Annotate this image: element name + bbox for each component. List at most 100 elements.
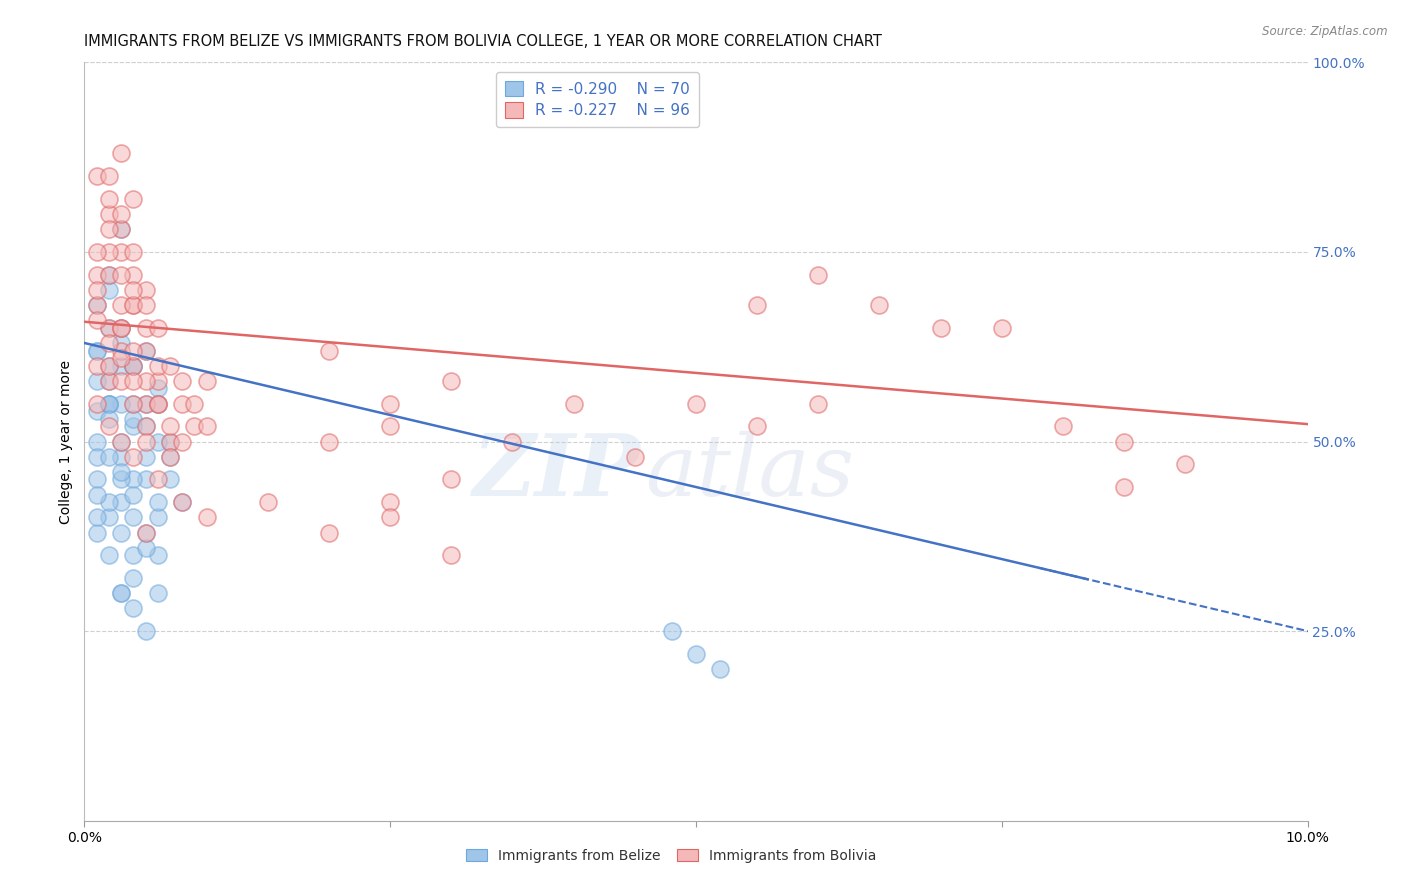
Point [159, 434, 181, 449]
Point [86, 343, 108, 358]
Point [110, 434, 132, 449]
Point [110, 586, 132, 600]
Point [97, 495, 120, 509]
Point [97, 268, 120, 282]
Point [86, 525, 108, 540]
Point [86, 313, 108, 327]
Point [110, 473, 132, 487]
Point [122, 487, 145, 501]
Point [97, 222, 120, 236]
Point [440, 374, 463, 388]
Point [1174, 458, 1197, 472]
Point [159, 450, 181, 464]
Point [1052, 419, 1074, 434]
Point [97, 244, 120, 259]
Point [110, 268, 132, 282]
Point [172, 374, 194, 388]
Point [122, 359, 145, 373]
Point [380, 396, 402, 410]
Point [135, 396, 157, 410]
Point [991, 320, 1014, 334]
Point [146, 510, 169, 524]
Point [709, 662, 731, 676]
Point [110, 298, 132, 312]
Point [86, 268, 108, 282]
Point [86, 374, 108, 388]
Point [97, 396, 120, 410]
Point [97, 192, 120, 206]
Point [97, 268, 120, 282]
Point [1114, 434, 1136, 449]
Point [502, 434, 524, 449]
Point [159, 473, 181, 487]
Point [86, 473, 108, 487]
Point [110, 465, 132, 479]
Point [135, 525, 157, 540]
Point [747, 419, 769, 434]
Point [135, 525, 157, 540]
Point [122, 412, 145, 426]
Point [86, 450, 108, 464]
Point [86, 343, 108, 358]
Point [159, 434, 181, 449]
Point [146, 495, 169, 509]
Point [146, 320, 169, 334]
Point [97, 374, 120, 388]
Point [86, 244, 108, 259]
Point [135, 450, 157, 464]
Point [86, 396, 108, 410]
Point [807, 268, 830, 282]
Point [110, 351, 132, 366]
Point [146, 586, 169, 600]
Point [183, 419, 205, 434]
Point [257, 495, 280, 509]
Point [122, 283, 145, 297]
Point [122, 548, 145, 563]
Point [110, 374, 132, 388]
Y-axis label: College, 1 year or more: College, 1 year or more [59, 359, 73, 524]
Point [1114, 480, 1136, 494]
Point [122, 396, 145, 410]
Point [661, 624, 683, 639]
Point [122, 571, 145, 585]
Point [110, 320, 132, 334]
Point [110, 450, 132, 464]
Point [380, 510, 402, 524]
Point [440, 473, 463, 487]
Text: atlas: atlas [644, 431, 853, 513]
Point [172, 396, 194, 410]
Point [159, 359, 181, 373]
Point [172, 434, 194, 449]
Point [97, 412, 120, 426]
Point [122, 419, 145, 434]
Point [318, 434, 340, 449]
Point [110, 146, 132, 161]
Point [318, 343, 340, 358]
Point [135, 541, 157, 555]
Point [122, 244, 145, 259]
Point [195, 374, 218, 388]
Point [135, 283, 157, 297]
Point [110, 586, 132, 600]
Point [97, 419, 120, 434]
Point [195, 510, 218, 524]
Point [97, 396, 120, 410]
Point [318, 525, 340, 540]
Point [159, 419, 181, 434]
Point [86, 510, 108, 524]
Point [86, 359, 108, 373]
Point [929, 320, 952, 334]
Point [146, 548, 169, 563]
Point [86, 298, 108, 312]
Point [122, 343, 145, 358]
Point [135, 396, 157, 410]
Point [97, 396, 120, 410]
Point [97, 374, 120, 388]
Point [110, 320, 132, 334]
Point [747, 298, 769, 312]
Point [122, 298, 145, 312]
Point [110, 207, 132, 221]
Point [146, 396, 169, 410]
Point [110, 359, 132, 373]
Point [86, 434, 108, 449]
